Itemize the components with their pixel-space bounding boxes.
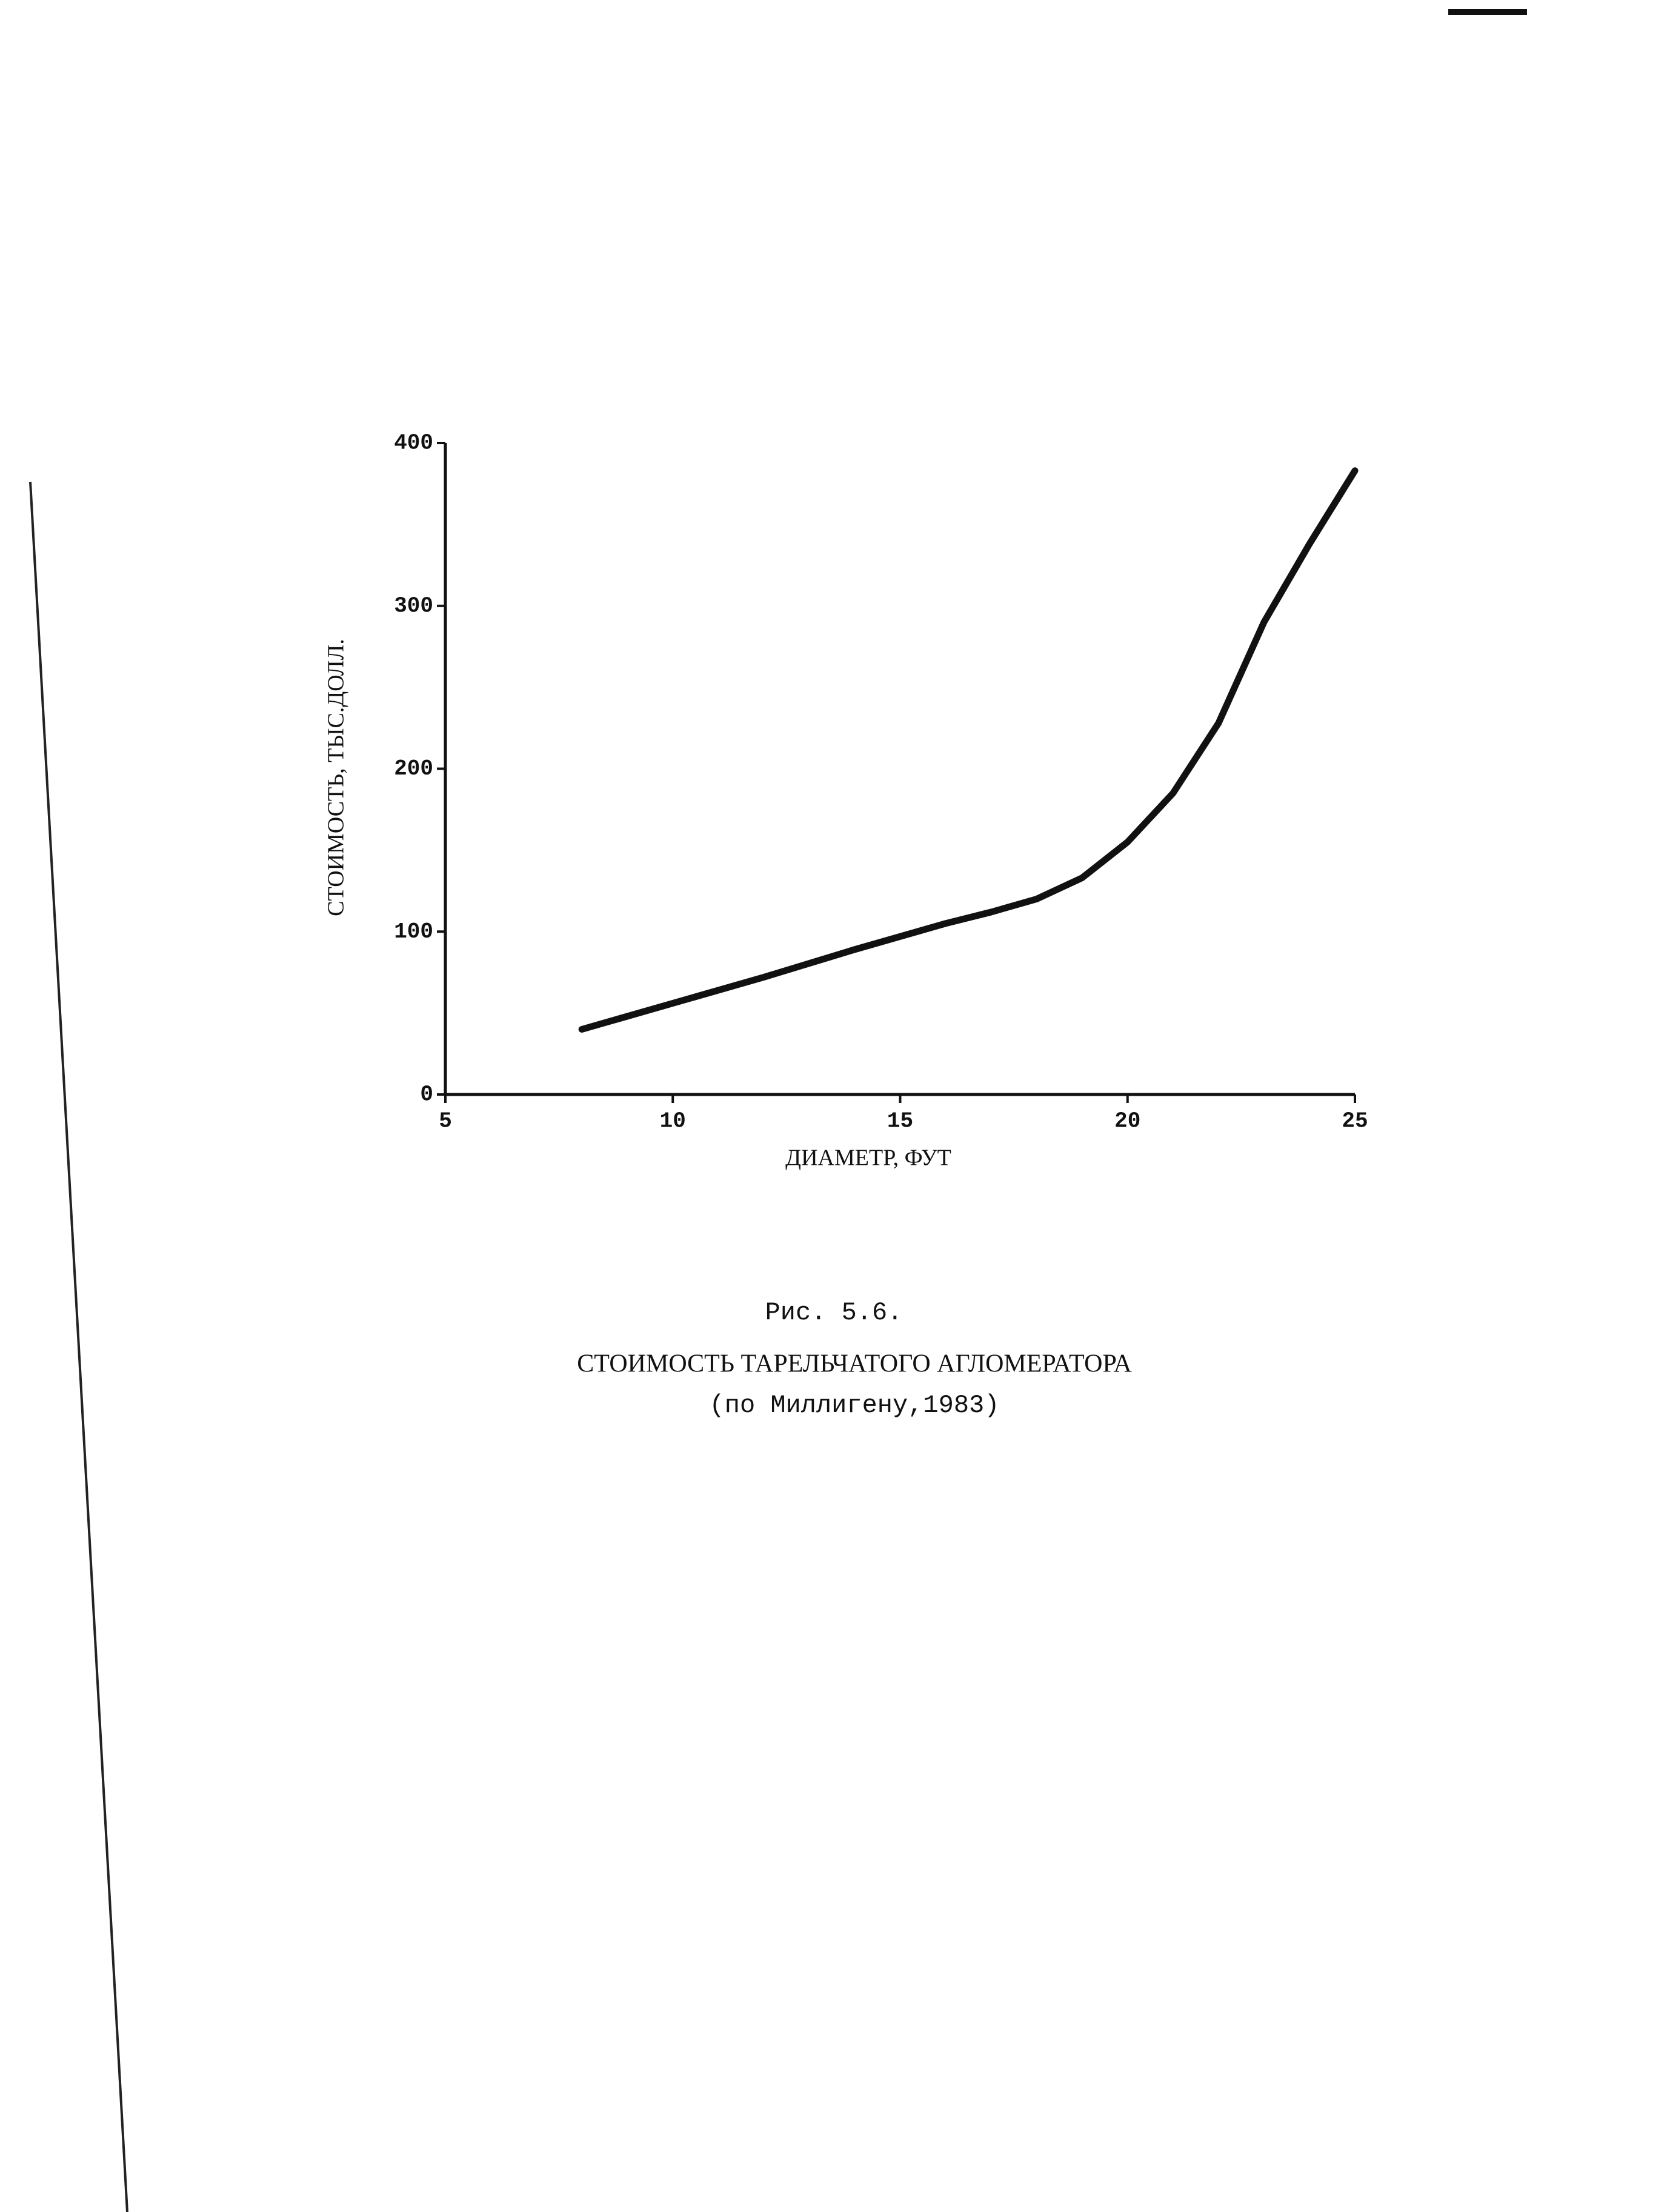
figure-title: СТОИМОСТЬ ТАРЕЛЬЧАТОГО АГЛОМЕРАТОРА [577,1350,1132,1378]
y-tick-label: 0 [420,1082,433,1107]
x-tick-label: 15 [887,1109,913,1134]
y-tick-label: 400 [394,431,433,456]
y-tick-label: 100 [394,919,433,944]
margin-line [29,481,128,2212]
x-tick-label: 25 [1342,1109,1368,1134]
x-tick-label: 20 [1114,1109,1140,1134]
x-tick-label: 5 [439,1109,452,1134]
data-line [578,467,1359,1033]
x-tick-label: 10 [660,1109,686,1134]
figure-source: (по Миллигену,1983) [710,1391,1000,1420]
y-tick-label: 200 [394,756,433,781]
y-axis-title: СТОИМОСТЬ, ТЫС.ДОЛЛ. [324,639,349,916]
x-axis-title: ДИАМЕТР, ФУТ [785,1145,951,1171]
figure-number: Рис. 5.6. [765,1298,903,1327]
y-tick-label: 300 [394,593,433,618]
